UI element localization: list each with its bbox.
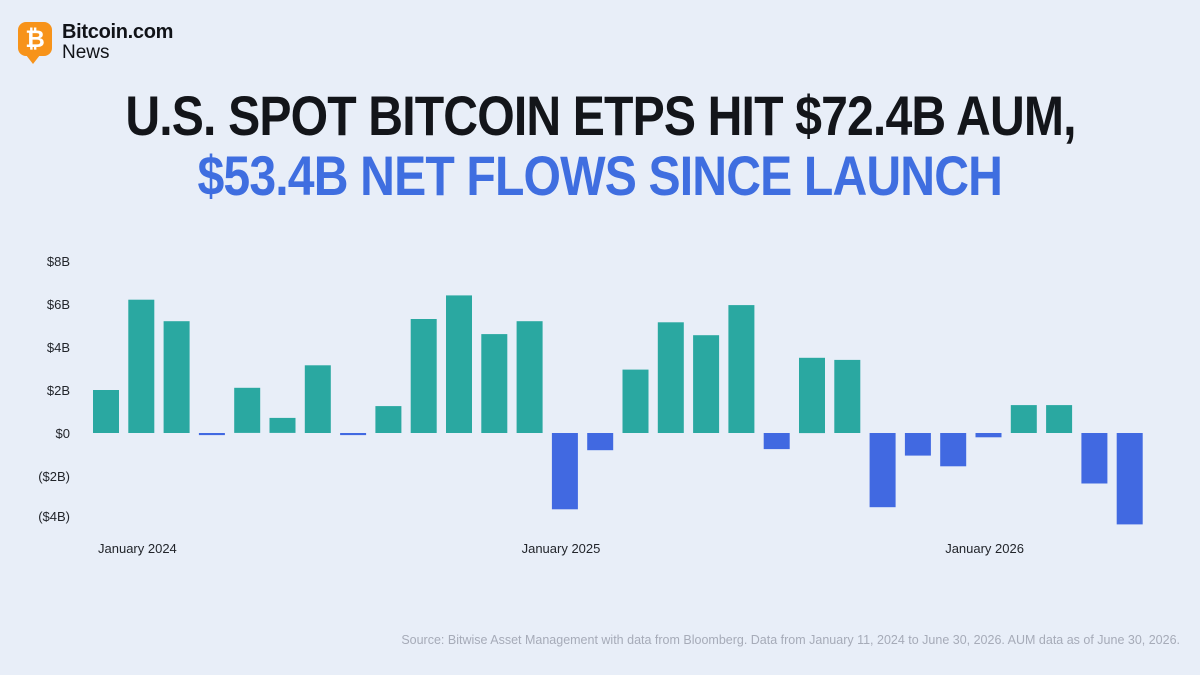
y-tick-label: ($2B)	[38, 469, 70, 484]
flow-bar	[1010, 405, 1037, 433]
logo-subtitle: News	[62, 42, 110, 63]
flow-bar	[587, 433, 614, 451]
flow-bar	[375, 406, 402, 433]
y-tick-label: $0	[56, 426, 70, 441]
source-note: Source: Bitwise Asset Management with da…	[401, 633, 1180, 647]
flow-bar	[975, 433, 1002, 438]
flow-bar	[269, 417, 296, 433]
bitcoin-icon: ₿	[18, 22, 52, 64]
y-tick-label: $6B	[47, 297, 70, 312]
flow-bar	[693, 335, 720, 433]
flow-bar	[1081, 433, 1108, 484]
logo-brand: Bitcoin.com	[62, 21, 174, 43]
flow-bar	[940, 433, 967, 467]
bitcoin-com-logo: ₿ Bitcoin.com News	[18, 22, 173, 64]
flow-bar	[234, 387, 261, 433]
flow-bar	[410, 319, 437, 433]
flow-bar	[128, 299, 155, 433]
flow-bar	[516, 321, 543, 433]
flow-bar	[728, 305, 755, 433]
x-tick-label: January 2026	[945, 541, 1024, 556]
flow-bar	[340, 433, 367, 436]
flow-bar	[657, 322, 684, 433]
flow-bar	[1046, 405, 1073, 433]
flow-bar	[481, 334, 508, 433]
logo-text: Bitcoin.com News	[62, 22, 173, 62]
flow-bar	[93, 390, 119, 433]
flow-bar	[163, 321, 190, 433]
flow-bar	[904, 433, 931, 456]
flow-bar	[834, 359, 861, 433]
flow-bar	[799, 357, 825, 434]
flow-bar	[198, 433, 225, 436]
flow-bar	[551, 433, 578, 510]
headline-line-2: $53.4B Net Flows Since Launch	[197, 144, 1003, 207]
x-axis: January 2024 January 2025 January 2026	[98, 541, 1024, 556]
x-tick-label: January 2025	[522, 541, 601, 556]
y-axis: $8B $6B $4B $2B $0 ($2B) ($4B)	[38, 254, 70, 524]
y-tick-label: $4B	[47, 340, 70, 355]
y-tick-label: $8B	[47, 254, 70, 269]
flow-bar	[622, 369, 649, 433]
flow-bar	[763, 433, 790, 450]
headline: U.S. Spot Bitcoin ETPs Hit $72.4B AUM, $…	[0, 86, 1200, 206]
monthly-net-flows-chart: $8B$6B$4B$2B$0($2B)($4B) January 2024 Jan…	[38, 254, 1143, 556]
headline-line-1: U.S. Spot Bitcoin ETPs Hit $72.4B AUM,	[124, 84, 1076, 147]
y-tick-label: $2B	[47, 383, 70, 398]
bar-series	[93, 295, 1143, 525]
x-tick-label: January 2024	[98, 541, 177, 556]
y-tick-label: ($4B)	[38, 509, 70, 524]
flow-bar	[446, 295, 472, 433]
flow-bar	[869, 433, 896, 508]
flow-bar	[1116, 433, 1143, 525]
flow-bar	[304, 365, 331, 433]
